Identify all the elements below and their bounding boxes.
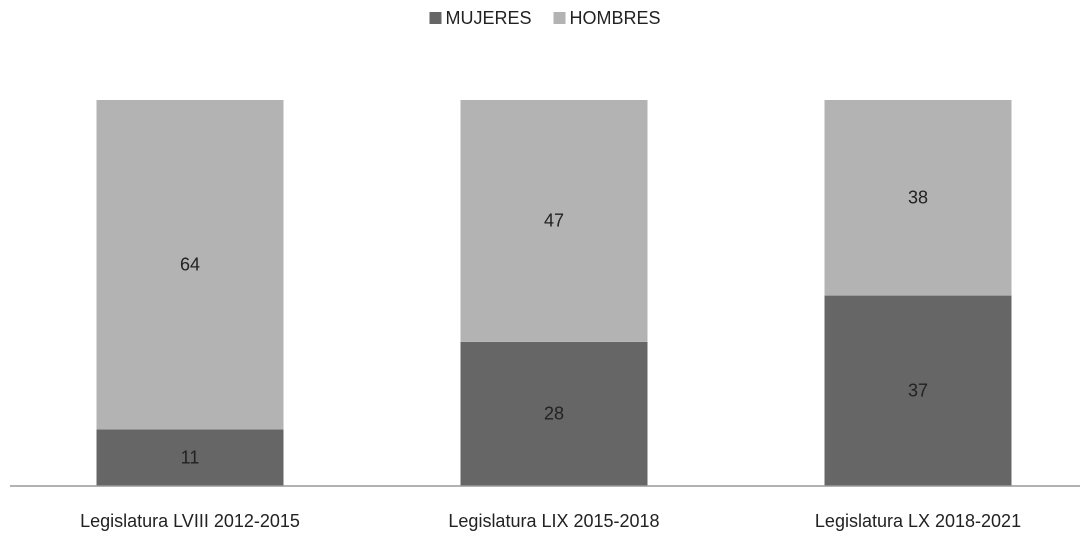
bar-segment <box>96 100 284 430</box>
data-label: 28 <box>544 404 564 424</box>
x-tick-label: Legislatura LIX 2015-2018 <box>448 511 659 531</box>
data-label: 38 <box>908 188 928 208</box>
legend-swatch <box>553 12 566 24</box>
bar-segment <box>460 341 648 486</box>
x-tick-label: Legislatura LX 2018-2021 <box>815 511 1021 531</box>
legend-label: HOMBRES <box>570 8 661 28</box>
data-label: 37 <box>908 381 928 401</box>
legend-label: MUJERES <box>445 8 531 28</box>
data-label: 11 <box>181 447 200 467</box>
bar-segment <box>460 100 648 342</box>
x-tick-label: Legislatura LVIII 2012-2015 <box>80 511 300 531</box>
bar-segment <box>96 429 284 486</box>
data-label: 64 <box>180 254 200 274</box>
bar-segment <box>824 100 1012 296</box>
data-label: 47 <box>544 211 564 231</box>
legend-swatch <box>429 12 442 24</box>
bar-segment <box>824 295 1012 486</box>
